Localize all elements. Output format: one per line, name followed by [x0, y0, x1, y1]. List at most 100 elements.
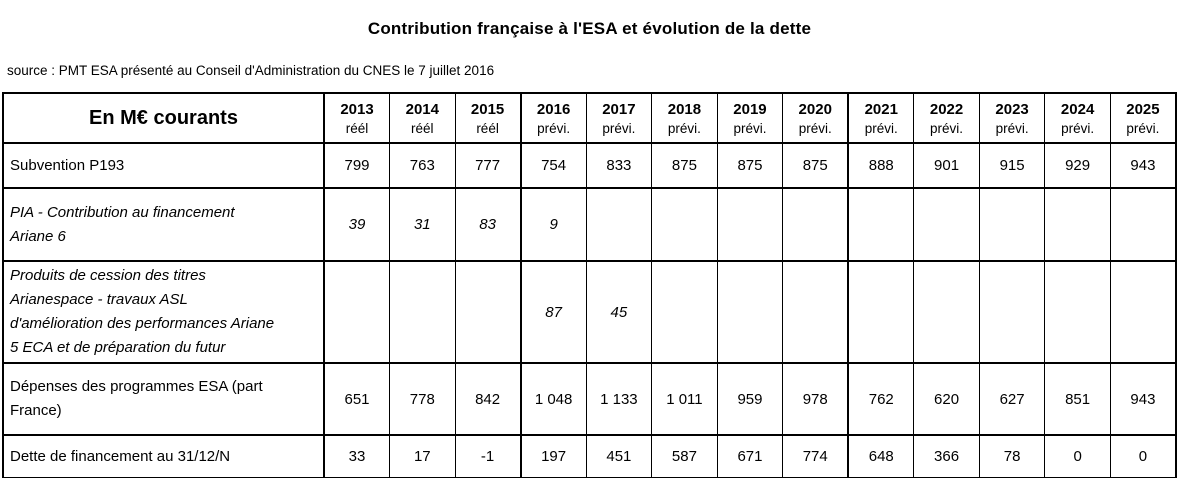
value-cell: 451 — [585, 434, 653, 478]
value-cell: 87 — [520, 260, 587, 364]
value-cell: 901 — [913, 142, 980, 189]
col-header-2022: 2022 prévi. — [913, 92, 980, 144]
value-cell: 39 — [323, 187, 391, 262]
col-header-2019: 2019 prévi. — [716, 92, 784, 144]
table-row: Dépenses des programmes ESA (part France… — [2, 362, 1177, 436]
value-cell — [454, 260, 522, 364]
corner-header-unit: En M€ courants — [2, 92, 325, 144]
value-cell — [847, 260, 915, 364]
value-cell: 620 — [913, 362, 980, 436]
year-type-label: prévi. — [930, 121, 964, 136]
value-cell — [716, 187, 784, 262]
value-cell: 197 — [520, 434, 587, 478]
year-type-label: prévi. — [733, 121, 767, 136]
year-type-label: réél — [345, 121, 369, 136]
value-cell: 875 — [716, 142, 784, 189]
value-cell: 777 — [454, 142, 522, 189]
value-cell — [847, 187, 915, 262]
value-cell — [716, 260, 784, 364]
col-header-2020: 2020 prévi. — [782, 92, 850, 144]
col-header-2018: 2018 prévi. — [651, 92, 718, 144]
table-row: PIA - Contribution au financement Ariane… — [2, 187, 1177, 262]
value-cell: 763 — [389, 142, 456, 189]
value-cell: 778 — [389, 362, 456, 436]
value-cell — [1044, 187, 1111, 262]
value-cell: 943 — [1109, 362, 1177, 436]
year-label: 2019 — [733, 101, 767, 118]
row-label: Subvention P193 — [2, 142, 325, 189]
value-cell: 0 — [1044, 434, 1111, 478]
value-cell — [389, 260, 456, 364]
value-cell — [651, 187, 718, 262]
col-header-2016: 2016 prévi. — [520, 92, 587, 144]
table-row: Produits de cession des titres Arianespa… — [2, 260, 1177, 364]
value-cell: 31 — [389, 187, 456, 262]
value-cell: 875 — [782, 142, 850, 189]
year-label: 2015 — [470, 101, 505, 118]
year-type-label: réél — [411, 121, 434, 136]
value-cell: 1 133 — [585, 362, 653, 436]
row-label: Dépenses des programmes ESA (part France… — [2, 362, 325, 436]
value-cell: 9 — [520, 187, 587, 262]
contribution-esa-table: En M€ courants 2013 réél 2014 réél 2015 réél 2… — [2, 92, 1177, 478]
value-cell: 774 — [782, 434, 850, 478]
year-type-label: prévi. — [864, 121, 898, 136]
value-cell: 929 — [1044, 142, 1111, 189]
value-cell — [978, 260, 1046, 364]
year-label: 2018 — [667, 101, 702, 118]
year-label: 2023 — [995, 101, 1029, 118]
value-cell: 17 — [389, 434, 456, 478]
value-cell — [1109, 187, 1177, 262]
year-type-label: prévi. — [798, 121, 832, 136]
year-label: 2021 — [864, 101, 898, 118]
year-label: 2022 — [929, 101, 964, 118]
value-cell — [1109, 260, 1177, 364]
year-type-label: prévi. — [602, 121, 636, 136]
year-label: 2024 — [1060, 101, 1095, 118]
row-label: PIA - Contribution au financement Ariane… — [2, 187, 325, 262]
value-cell: 366 — [913, 434, 980, 478]
value-cell: 587 — [651, 434, 718, 478]
value-cell: 833 — [585, 142, 653, 189]
value-cell — [1044, 260, 1111, 364]
col-header-2017: 2017 prévi. — [585, 92, 653, 144]
year-type-label: prévi. — [1061, 121, 1095, 136]
value-cell: 83 — [454, 187, 522, 262]
value-cell: 842 — [454, 362, 522, 436]
year-label: 2014 — [405, 101, 439, 118]
value-cell: 648 — [847, 434, 915, 478]
page-title: Contribution française à l'ESA et évolut… — [367, 19, 812, 38]
value-cell: 754 — [520, 142, 587, 189]
col-header-2023: 2023 prévi. — [978, 92, 1046, 144]
value-cell: 943 — [1109, 142, 1177, 189]
year-type-label: prévi. — [667, 121, 701, 136]
col-header-2013: 2013 réél — [323, 92, 391, 144]
table-header-row: En M€ courants 2013 réél 2014 réél 2015 réél 2… — [2, 92, 1177, 144]
year-type-label: prévi. — [537, 121, 571, 136]
col-header-2021: 2021 prévi. — [847, 92, 915, 144]
year-label: 2020 — [798, 101, 832, 118]
year-label: 2016 — [536, 101, 571, 118]
value-cell: 959 — [716, 362, 784, 436]
value-cell: 1 048 — [520, 362, 587, 436]
value-cell: 0 — [1109, 434, 1177, 478]
col-header-2015: 2015 réél — [454, 92, 522, 144]
value-cell — [978, 187, 1046, 262]
value-cell: 762 — [847, 362, 915, 436]
value-cell: 671 — [716, 434, 784, 478]
row-label: Dette de financement au 31/12/N — [2, 434, 325, 478]
source-caption: source : PMT ESA présenté au Conseil d'A… — [7, 63, 495, 78]
value-cell — [782, 260, 850, 364]
table-row: Dette de financement au 31/12/N 33 17 -1 197… — [2, 434, 1177, 478]
col-header-2014: 2014 réél — [389, 92, 456, 144]
value-cell — [782, 187, 850, 262]
col-header-2025: 2025 prévi. — [1109, 92, 1177, 144]
value-cell — [651, 260, 718, 364]
value-cell: -1 — [454, 434, 522, 478]
year-type-label: prévi. — [995, 121, 1029, 136]
year-type-label: prévi. — [1126, 121, 1160, 136]
value-cell — [323, 260, 391, 364]
value-cell: 799 — [323, 142, 391, 189]
value-cell: 651 — [323, 362, 391, 436]
